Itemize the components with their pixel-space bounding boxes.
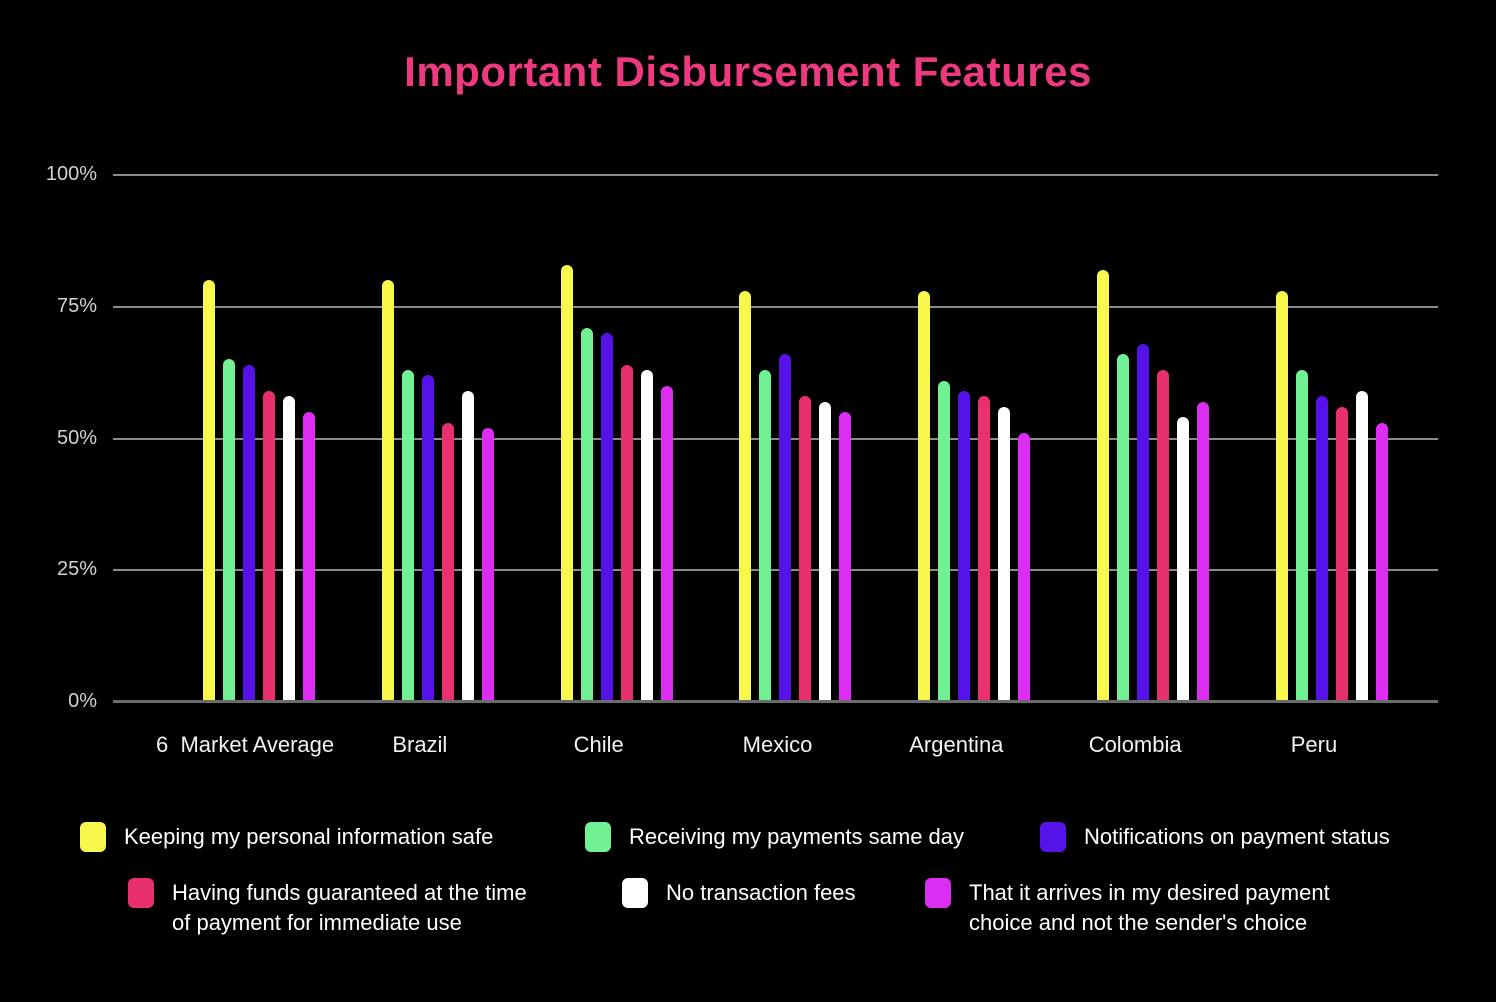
bar bbox=[283, 396, 295, 702]
bar bbox=[1197, 401, 1210, 702]
legend-label: Receiving my payments same day bbox=[629, 822, 964, 852]
y-tick-label: 25% bbox=[56, 558, 97, 581]
legend-swatch bbox=[128, 878, 154, 908]
bar bbox=[819, 401, 832, 702]
bar bbox=[1295, 370, 1308, 702]
legend-label-line: of payment for immediate use bbox=[172, 910, 462, 935]
x-tick-label: 6 Market Average bbox=[156, 732, 335, 757]
bar-group bbox=[1097, 175, 1210, 702]
bar bbox=[441, 422, 454, 702]
legend-label: That it arrives in my desired payment cho… bbox=[969, 878, 1330, 938]
legend-swatch bbox=[925, 878, 951, 908]
x-axis-line bbox=[113, 700, 1438, 703]
legend-swatch bbox=[585, 822, 611, 852]
bar bbox=[1177, 417, 1190, 702]
bar bbox=[799, 396, 812, 702]
x-tick-label: Chile bbox=[573, 732, 624, 757]
bar bbox=[1157, 370, 1170, 702]
bar bbox=[1335, 406, 1348, 702]
bar bbox=[461, 391, 474, 702]
legend-item: Keeping my personal information safe bbox=[80, 822, 493, 852]
bar bbox=[839, 412, 852, 702]
bar bbox=[243, 364, 255, 702]
bars-layer bbox=[203, 175, 1388, 702]
y-tick-label: 100% bbox=[45, 163, 97, 185]
bar bbox=[1355, 391, 1368, 702]
gridline-75 bbox=[113, 305, 1438, 308]
bar bbox=[263, 391, 275, 702]
bar bbox=[1375, 422, 1388, 702]
bar bbox=[481, 427, 494, 702]
bar bbox=[739, 290, 752, 702]
gridline-50 bbox=[113, 437, 1438, 440]
bar bbox=[640, 370, 653, 702]
bar bbox=[401, 370, 414, 702]
bar bbox=[1097, 269, 1110, 702]
legend-item: No transaction fees bbox=[622, 878, 856, 908]
legend-item: Notifications on payment status bbox=[1040, 822, 1390, 852]
bar bbox=[978, 396, 991, 702]
bar-group bbox=[203, 175, 315, 702]
y-tick-label: 50% bbox=[56, 426, 97, 449]
legend-label-line: That it arrives in my desired payment bbox=[969, 880, 1330, 905]
bar bbox=[938, 380, 951, 702]
x-tick-label: Colombia bbox=[1088, 732, 1182, 757]
bar bbox=[958, 391, 971, 702]
bar bbox=[580, 327, 593, 702]
bar bbox=[1275, 290, 1288, 702]
bar bbox=[918, 290, 931, 702]
bar bbox=[381, 280, 394, 702]
bar bbox=[660, 385, 673, 702]
bar bbox=[223, 359, 235, 702]
legend-item: That it arrives in my desired payment cho… bbox=[925, 878, 1330, 938]
legend-label: Keeping my personal information safe bbox=[124, 822, 493, 852]
legend-label-line: Having funds guaranteed at the time bbox=[172, 880, 527, 905]
chart-title: Important Disbursement Features bbox=[404, 48, 1092, 95]
plot-area: 100% 75% 50% 25% 0% 6 Market Average Brazil Ch… bbox=[46, 163, 1438, 757]
x-tick-label: Peru bbox=[1290, 732, 1338, 757]
legend-label-line: Receiving my payments same day bbox=[629, 824, 965, 849]
gridline-25 bbox=[113, 569, 1438, 572]
bar bbox=[560, 264, 573, 702]
bar-group bbox=[381, 175, 494, 702]
bar bbox=[203, 280, 215, 702]
bar-group bbox=[918, 175, 1031, 702]
legend-swatch bbox=[80, 822, 106, 852]
bar-group bbox=[560, 175, 673, 702]
bar bbox=[1117, 354, 1130, 702]
y-tick-label: 0% bbox=[68, 690, 97, 712]
legend-swatch bbox=[1040, 822, 1066, 852]
legend-item: Receiving my payments same day bbox=[585, 822, 964, 852]
bar bbox=[620, 364, 633, 702]
bar bbox=[779, 354, 792, 702]
x-tick-label: Argentina bbox=[909, 732, 1004, 757]
bar bbox=[421, 375, 434, 702]
bar bbox=[1018, 433, 1031, 702]
x-tick-label: Brazil bbox=[392, 732, 448, 757]
legend-label-line: Notifications on payment status bbox=[1084, 824, 1390, 849]
bar bbox=[759, 370, 772, 702]
bar-group bbox=[1275, 175, 1388, 702]
bar bbox=[1315, 396, 1328, 702]
bar bbox=[1137, 343, 1150, 702]
bar bbox=[998, 406, 1011, 702]
x-tick-label: Mexico bbox=[742, 732, 813, 757]
legend-label-line: No transaction fees bbox=[666, 880, 856, 905]
legend-label-line: Keeping my personal information safe bbox=[124, 824, 494, 849]
bar bbox=[600, 333, 613, 702]
bar-group bbox=[739, 175, 852, 702]
bar bbox=[303, 412, 315, 702]
legend-label: No transaction fees bbox=[666, 878, 856, 908]
y-tick-label: 75% bbox=[56, 294, 97, 317]
gridline-100 bbox=[113, 174, 1438, 176]
legend-label-line: choice and not the sender's choice bbox=[969, 910, 1308, 935]
legend-label: Having funds guaranteed at the time of pa… bbox=[172, 878, 527, 938]
legend-item: Having funds guaranteed at the time of pa… bbox=[128, 878, 527, 938]
legend-label: Notifications on payment status bbox=[1084, 822, 1390, 852]
legend-swatch bbox=[622, 878, 648, 908]
